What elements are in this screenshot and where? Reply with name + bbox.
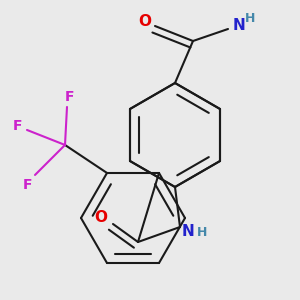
Text: O: O <box>139 14 152 29</box>
Text: N: N <box>233 17 246 32</box>
Text: N: N <box>182 224 194 239</box>
Text: F: F <box>12 119 22 133</box>
Text: O: O <box>94 211 107 226</box>
Text: F: F <box>22 178 32 192</box>
Text: H: H <box>197 226 207 238</box>
Text: H: H <box>245 13 255 26</box>
Text: F: F <box>64 90 74 104</box>
